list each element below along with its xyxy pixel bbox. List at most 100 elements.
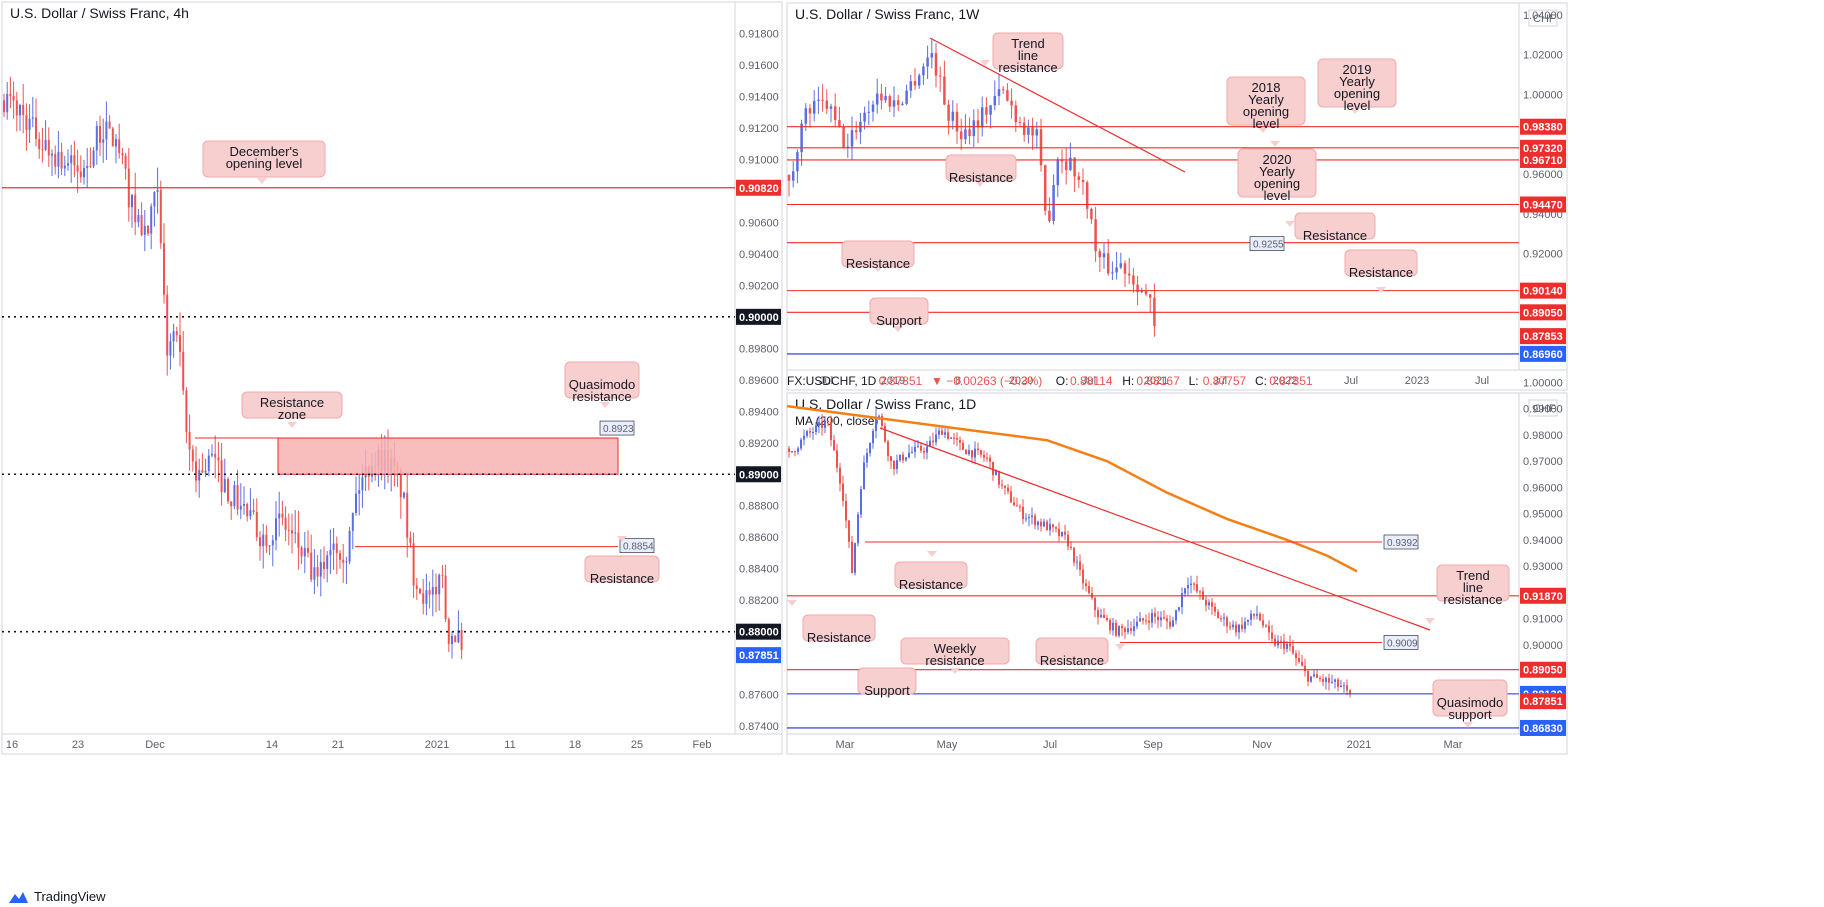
- candle-body: [968, 450, 970, 455]
- candle-body: [1160, 617, 1162, 621]
- y-tick-label: 0.91600: [739, 60, 779, 72]
- callout-w-res1: Resistance: [945, 154, 1017, 187]
- candle-body: [1217, 611, 1219, 619]
- callout-december-text: opening level: [226, 156, 303, 171]
- y-tick-label: 0.98000: [1523, 430, 1563, 442]
- candle-body: [1256, 613, 1258, 616]
- candle-body: [797, 448, 799, 452]
- candle-body: [926, 446, 928, 453]
- candle-body: [121, 153, 124, 156]
- candle-body: [1118, 626, 1120, 636]
- candle-body: [821, 422, 823, 428]
- callout-trend-d-text: Trend: [1456, 568, 1489, 583]
- candle-body: [9, 94, 12, 96]
- candle-body: [1268, 625, 1270, 633]
- candle-body: [989, 105, 992, 115]
- candle-body: [972, 120, 976, 137]
- candle-body: [850, 130, 854, 147]
- panel-frame: [1, 1, 783, 755]
- candle-body: [890, 456, 892, 461]
- candle-body: [917, 75, 921, 86]
- callout-d-res2-text: Resistance: [807, 630, 871, 645]
- candle-body: [1052, 185, 1055, 222]
- w1-level-0-tag-label: 0.98380: [1523, 122, 1563, 134]
- info-c-label: C:: [1255, 374, 1267, 388]
- callout-2020-box: [1237, 148, 1317, 198]
- candle-body: [137, 214, 140, 223]
- candle-body: [809, 431, 811, 433]
- candle-body: [854, 130, 858, 133]
- candle-body: [1292, 646, 1294, 654]
- candle-body: [950, 437, 952, 439]
- resistance-value-label: 0.8854: [623, 542, 654, 553]
- callout-d-res3-text: Resistance: [1040, 653, 1104, 668]
- currency-box: [1528, 399, 1558, 417]
- callout-2019-pointer: [1350, 108, 1360, 114]
- candle-body: [1349, 690, 1351, 694]
- candle-body: [63, 165, 66, 169]
- y-tick-label: 0.92000: [1523, 249, 1563, 261]
- candle-body: [1111, 272, 1114, 274]
- candle-body: [911, 451, 913, 453]
- candle-body: [959, 131, 963, 140]
- info-symbol: FX:USDCHF, 1D: [787, 374, 877, 388]
- candle-body: [1295, 653, 1297, 659]
- callout-w-res2-text: Resistance: [1303, 228, 1367, 243]
- candle-body: [930, 53, 934, 58]
- callout-w-res2: Resistance: [1285, 212, 1376, 243]
- x-tick-label: 16: [6, 739, 18, 751]
- candle-body: [1052, 524, 1054, 528]
- candle-body: [1211, 602, 1213, 607]
- y-tick-label: 0.91000: [1523, 614, 1563, 626]
- w1-level-8-tag: [1520, 345, 1566, 362]
- info-price: 0.87851: [879, 374, 923, 388]
- candle-body: [1172, 620, 1174, 627]
- candle-body: [938, 75, 942, 77]
- y-tick-label: 1.02000: [1523, 50, 1563, 62]
- candle-body: [83, 167, 85, 178]
- y-tick-label: 0.99000: [1523, 404, 1563, 416]
- candle-body: [857, 514, 859, 544]
- callout-d-res1: Resistance: [894, 551, 968, 592]
- candle-body: [243, 503, 245, 506]
- callout-d-quasimodo-box: [1432, 679, 1508, 717]
- callout-w-res4: Resistance: [1344, 249, 1418, 293]
- candle-body: [89, 165, 92, 167]
- candle-body: [791, 451, 793, 453]
- candle-body: [1310, 676, 1312, 682]
- candle-body: [1232, 624, 1234, 627]
- x-tick-label: Sep: [1143, 739, 1163, 751]
- candle-body: [1127, 273, 1131, 276]
- candle-body: [1136, 284, 1139, 293]
- x-tick-label: Jul: [1475, 375, 1489, 387]
- candle-body: [965, 449, 967, 455]
- tradingview-logo[interactable]: TradingView: [6, 889, 106, 904]
- w1-level-5-tag-label: 0.90140: [1523, 286, 1563, 298]
- candle-body: [846, 146, 850, 148]
- candle-body: [1214, 606, 1216, 612]
- candle-body: [794, 451, 796, 453]
- callout-d-res1-box: [894, 561, 968, 589]
- candle-body: [1027, 127, 1030, 135]
- y-tick-label: 0.93000: [1523, 561, 1563, 573]
- candle-body: [246, 503, 249, 517]
- candle-body: [3, 100, 5, 113]
- candle-body: [812, 432, 814, 434]
- candle-body: [962, 442, 964, 450]
- candle-body: [156, 190, 159, 193]
- candle-body: [1148, 294, 1152, 298]
- candle-body: [207, 455, 210, 471]
- candle-body: [35, 117, 37, 139]
- callout-d-res1-pointer: [927, 551, 937, 557]
- x-tick-label: 11: [504, 739, 515, 751]
- candle-body: [839, 467, 841, 484]
- candle-body: [438, 574, 441, 595]
- candle-body: [1049, 524, 1051, 531]
- callout-d-weekly-pointer: [950, 668, 960, 674]
- candle-body: [964, 129, 967, 140]
- candle-body: [12, 95, 15, 101]
- candle-body: [31, 117, 34, 119]
